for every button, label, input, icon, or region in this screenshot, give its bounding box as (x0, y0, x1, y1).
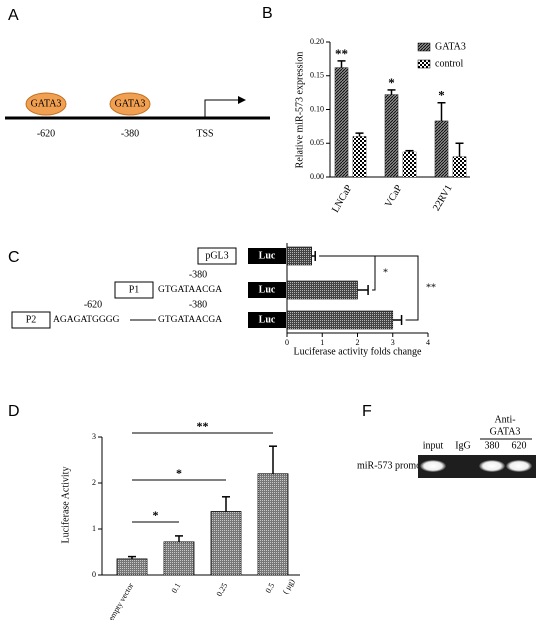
gel-band (506, 460, 532, 472)
y-tick-label: 1 (92, 524, 96, 533)
bar-texture (211, 511, 241, 575)
y-tick-label: 0.15 (310, 71, 324, 80)
construct-box (197, 247, 237, 265)
sequence-position: -380 (189, 299, 207, 310)
tss-arrowhead (238, 96, 246, 104)
sequence: GTGATAACGA (158, 315, 222, 325)
bar-texture (403, 152, 416, 177)
panel-label: F (362, 403, 372, 420)
bar-texture (335, 67, 348, 177)
bar-texture (453, 156, 466, 177)
site (109, 92, 151, 116)
x-tick-label: 1 (320, 338, 324, 347)
reporter-box (248, 248, 286, 264)
x-tick-label: 0 (285, 338, 289, 347)
gel-band (479, 460, 505, 472)
x-tick-label: 0.25 (215, 581, 230, 598)
x-tick-label: 3 (391, 338, 395, 347)
x-tick-label: LNCaP (330, 183, 355, 215)
lane-label: 620 (512, 440, 527, 451)
sequence-position: -380 (189, 269, 207, 280)
lane-label: IgG (455, 440, 471, 451)
significance: ** (426, 282, 436, 293)
x-tick-label: 0.1 (170, 581, 183, 594)
x-unit: ( μg) (281, 577, 297, 595)
bar-texture (287, 247, 312, 265)
significance: ** (335, 46, 348, 61)
x-tick-label: VCaP (383, 183, 405, 210)
y-axis-label: Relative miR-573 expression (294, 52, 305, 169)
y-axis-label: Luciferase Activity (60, 467, 71, 544)
sequence: GTGATAACGA (158, 285, 222, 295)
site-label: GATA3 (31, 98, 62, 109)
panel-label: D (8, 403, 20, 420)
y-tick-label: 0.00 (310, 172, 324, 181)
significance: * (438, 88, 445, 103)
significance-bracket (319, 255, 419, 321)
reporter-box (248, 282, 286, 298)
tss-arrow (204, 99, 238, 117)
lane-label: input (423, 440, 444, 451)
x-tick-label: 22RV1 (431, 183, 455, 213)
x-tick-label: 2 (356, 338, 360, 347)
y-tick-label: 0.05 (310, 138, 324, 147)
legend-texture (417, 42, 431, 52)
y-tick-label: 2 (92, 478, 96, 487)
site (25, 92, 67, 116)
x-axis-label: Luciferase activity folds change (294, 346, 423, 357)
site-position: -620 (37, 128, 55, 139)
panel-label: C (8, 249, 20, 266)
bar-texture (164, 541, 194, 575)
bar-texture (287, 311, 393, 329)
construct-name: pGL3 (205, 250, 228, 261)
reporter-box (248, 312, 286, 328)
gel (418, 455, 536, 478)
lane-label: 380 (485, 440, 500, 451)
site-label: GATA3 (115, 98, 146, 109)
construct-name: P1 (129, 284, 140, 295)
significance: ** (197, 419, 209, 433)
legend-label: control (435, 58, 464, 69)
row-label: miR-573 promoter (357, 460, 432, 471)
bar-texture (385, 94, 398, 177)
significance: * (388, 75, 395, 90)
reporter-label: Luc (259, 250, 276, 261)
legend-label: GATA3 (435, 41, 466, 52)
construct-box (11, 311, 51, 329)
panel-label: A (8, 7, 19, 24)
reporter-label: Luc (259, 314, 276, 325)
bar-texture (258, 473, 288, 575)
group-label: Anti- (494, 414, 515, 425)
y-tick-label: 0.10 (310, 104, 324, 113)
site-position: -380 (121, 128, 139, 139)
significance: * (176, 466, 182, 480)
significance: * (153, 508, 159, 522)
construct-name: P2 (26, 314, 37, 325)
x-tick-label: empty vector (107, 581, 136, 620)
y-tick-label: 0 (92, 570, 96, 579)
construct-box (114, 281, 154, 299)
y-tick-label: 0.20 (310, 37, 324, 46)
bar-texture (353, 136, 366, 177)
legend-texture (417, 59, 431, 69)
sequence: AGAGATGGGG (53, 315, 120, 325)
bar-texture (117, 558, 147, 575)
gel-band (420, 460, 446, 472)
bar-texture (435, 120, 448, 177)
sequence-position: -620 (84, 299, 102, 310)
tss-label: TSS (196, 128, 213, 139)
reporter-label: Luc (259, 284, 276, 295)
x-tick-label: 4 (426, 338, 430, 347)
bar-texture (287, 281, 358, 299)
group-label: GATA3 (490, 426, 521, 437)
significance: * (383, 267, 388, 278)
panel-label: B (262, 5, 273, 22)
y-tick-label: 3 (92, 432, 96, 441)
x-tick-label: 0.5 (264, 581, 277, 594)
